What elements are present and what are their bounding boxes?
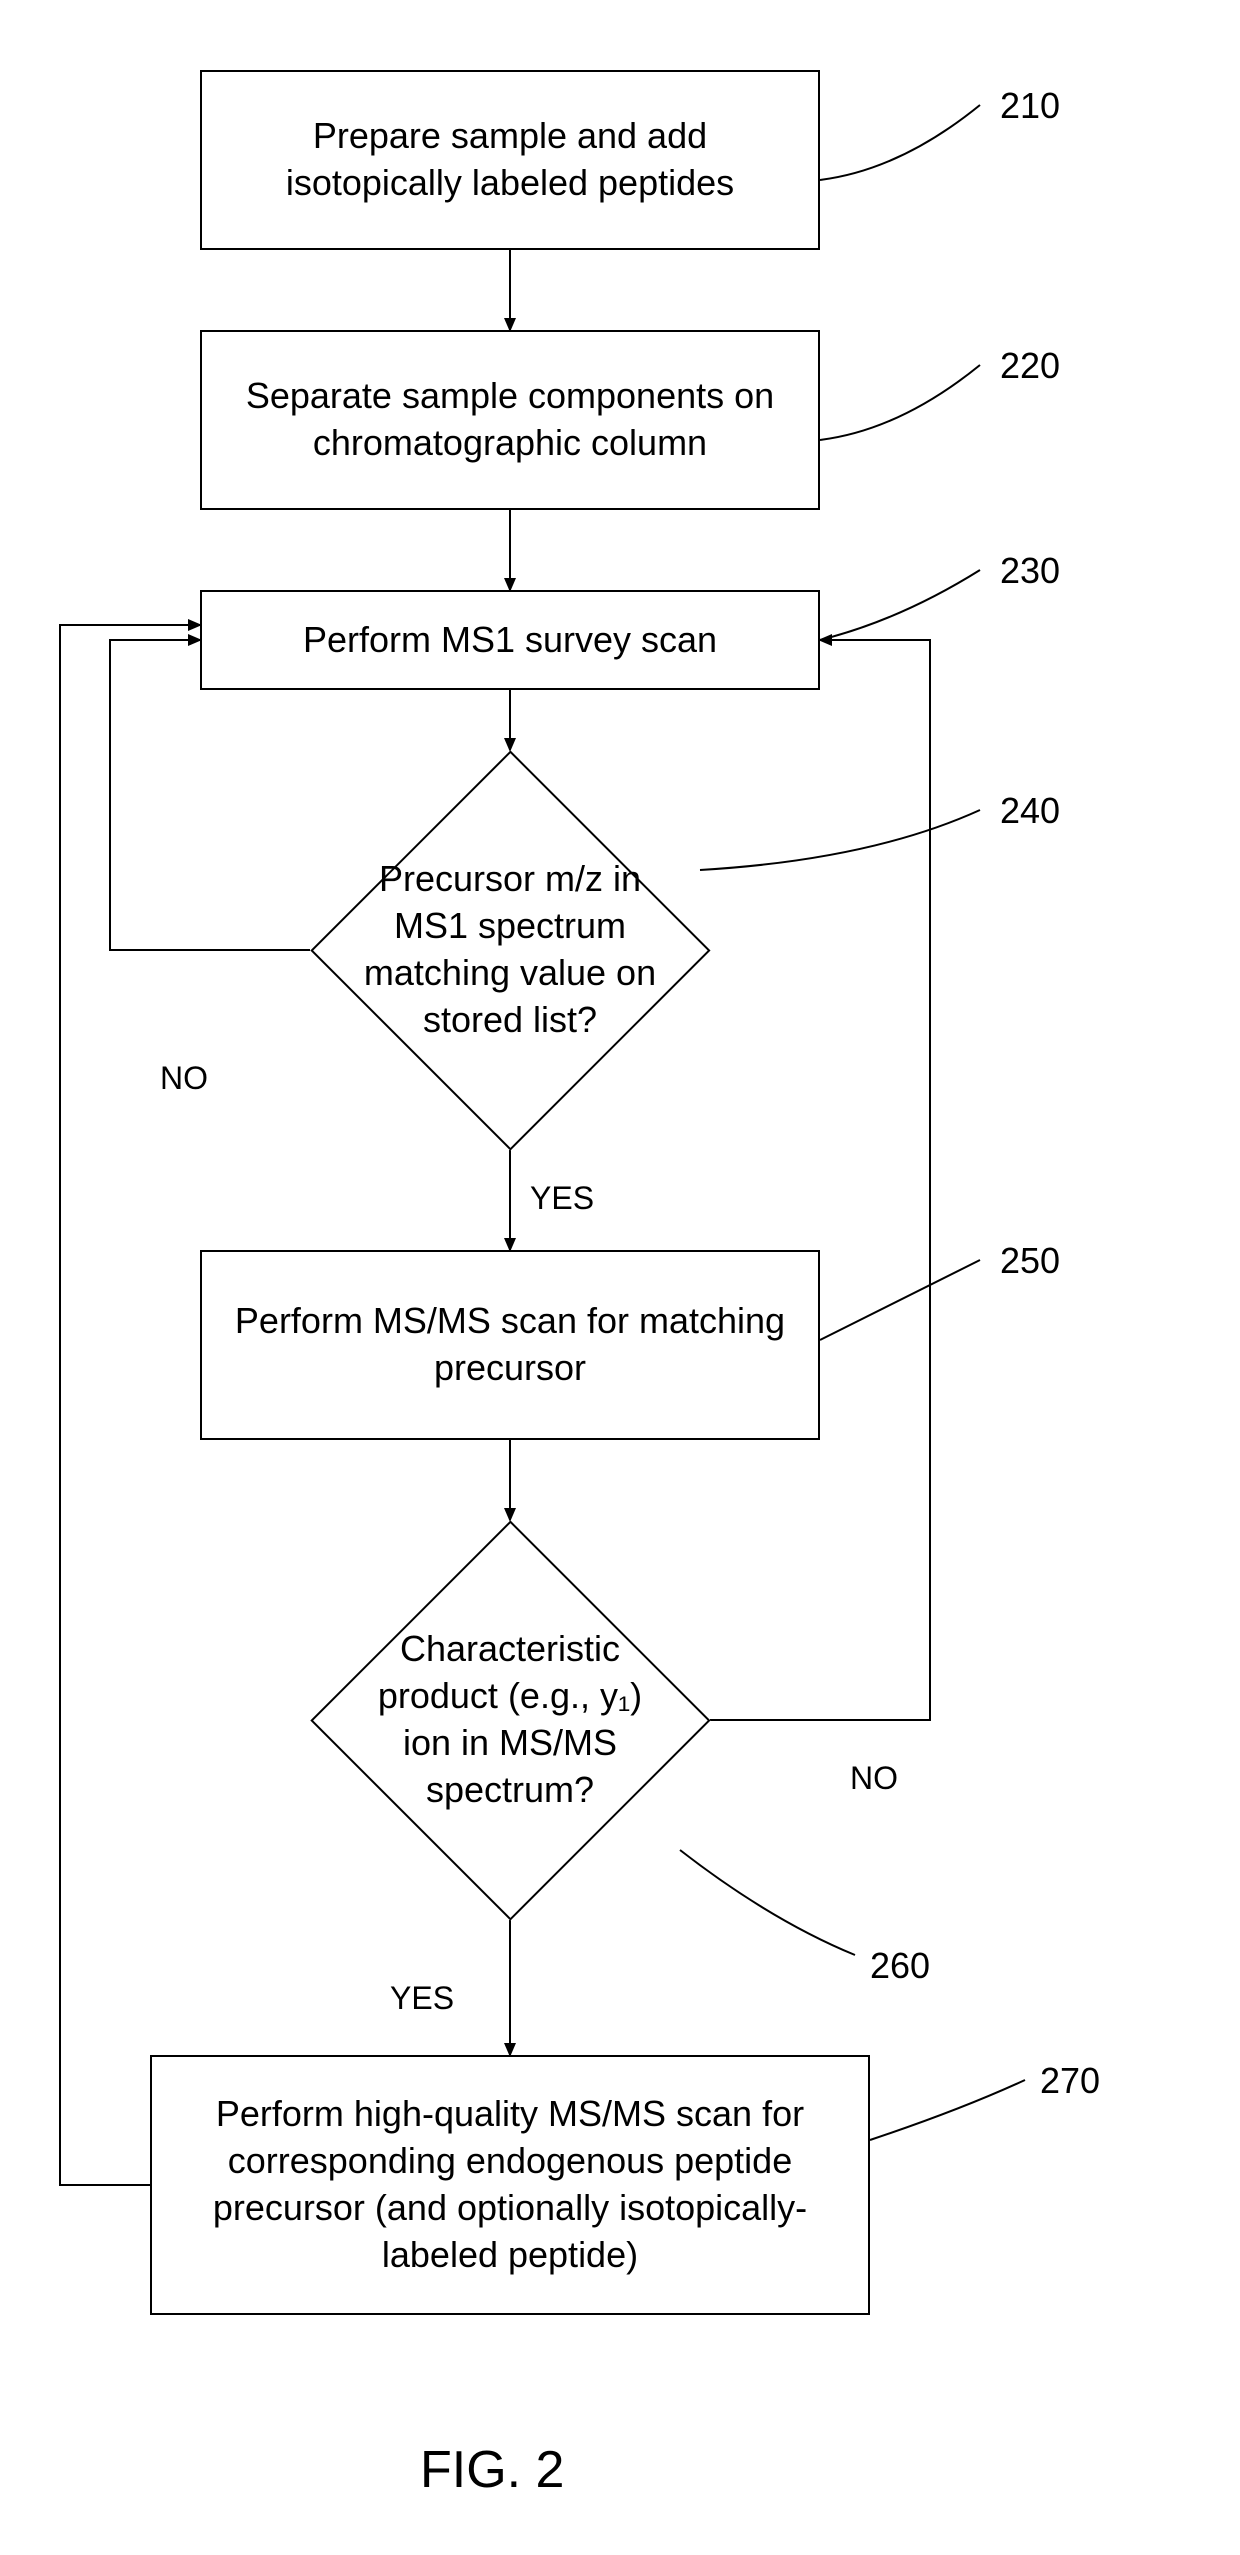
ref-leader-210 <box>820 105 980 180</box>
ref-label-250: 250 <box>1000 1240 1060 1282</box>
flow-decision-text: Precursor m/z in MS1 spectrum matching v… <box>311 751 710 1150</box>
ref-label-230: 230 <box>1000 550 1060 592</box>
edge-n260-n230 <box>710 640 930 1720</box>
ref-label-270: 270 <box>1040 2060 1100 2102</box>
flow-decision-text: Characteristic product (e.g., y₁) ion in… <box>311 1521 710 1920</box>
flow-decision-n240: Precursor m/z in MS1 spectrum matching v… <box>369 809 652 1092</box>
flow-node-n270: Perform high-quality MS/MS scan for corr… <box>150 2055 870 2315</box>
ref-leader-220 <box>820 365 980 440</box>
decision-text: Characteristic product (e.g., y₁) ion in… <box>351 1626 670 1813</box>
flow-node-n210: Prepare sample and add isotopically labe… <box>200 70 820 250</box>
flow-node-text: Perform high-quality MS/MS scan for corr… <box>172 2091 848 2278</box>
decision-text: Precursor m/z in MS1 spectrum matching v… <box>351 856 670 1043</box>
edge-n270-n230 <box>60 625 200 2185</box>
ref-leader-270 <box>870 2080 1025 2140</box>
ref-label-260: 260 <box>870 1945 930 1987</box>
flow-node-text: Perform MS/MS scan for matching precurso… <box>222 1298 798 1392</box>
flow-node-n230: Perform MS1 survey scan <box>200 590 820 690</box>
edge-label: YES <box>530 1180 594 1217</box>
ref-leader-230 <box>820 570 980 640</box>
ref-label-210: 210 <box>1000 85 1060 127</box>
flow-node-text: Perform MS1 survey scan <box>303 617 717 664</box>
flow-node-n220: Separate sample components on chromatogr… <box>200 330 820 510</box>
flow-decision-n260: Characteristic product (e.g., y₁) ion in… <box>369 1579 652 1862</box>
edge-label: YES <box>390 1980 454 2017</box>
flow-node-text: Prepare sample and add isotopically labe… <box>222 113 798 207</box>
ref-leader-250 <box>820 1260 980 1340</box>
flow-node-n250: Perform MS/MS scan for matching precurso… <box>200 1250 820 1440</box>
figure-caption: FIG. 2 <box>420 2440 564 2500</box>
ref-leader-240 <box>700 810 980 870</box>
edge-label: NO <box>850 1760 898 1797</box>
edge-label: NO <box>160 1060 208 1097</box>
flowchart-canvas: Prepare sample and add isotopically labe… <box>0 0 1240 2555</box>
ref-label-240: 240 <box>1000 790 1060 832</box>
flow-node-text: Separate sample components on chromatogr… <box>222 373 798 467</box>
ref-label-220: 220 <box>1000 345 1060 387</box>
